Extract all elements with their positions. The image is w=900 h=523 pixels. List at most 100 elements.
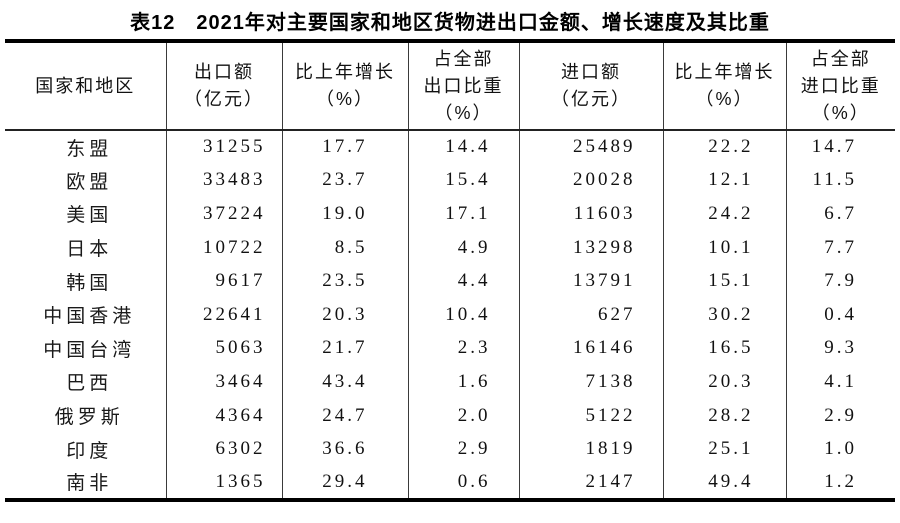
header-line: 占全部 — [810, 48, 871, 69]
import-growth-cell: 49.4 — [663, 465, 787, 500]
region-cell: 日本 — [5, 230, 167, 265]
import-growth-cell: 12.1 — [663, 163, 787, 198]
import-value-cell: 627 — [519, 297, 664, 332]
export-share-cell: 1.6 — [408, 365, 520, 399]
region-cell: 韩国 — [5, 264, 167, 298]
import-value-cell: 20028 — [519, 163, 664, 198]
table-row: 东盟 31255 17.7 14.4 25489 22.2 14.7 — [5, 130, 895, 164]
header-import-share: 占全部 进口比重 （%） — [786, 41, 895, 131]
export-value-cell: 9617 — [166, 264, 283, 298]
trade-table: 国家和地区 出口额 （亿元） 比上年增长 （%） 占全部 出口比重 （%） 进口… — [5, 39, 895, 502]
export-value-cell: 6302 — [166, 432, 283, 466]
region-cell: 巴西 — [5, 365, 167, 399]
region-cell: 东盟 — [5, 130, 167, 164]
export-share-cell: 0.6 — [408, 465, 520, 500]
table-row: 美国 37224 19.0 17.1 11603 24.2 6.7 — [5, 197, 895, 231]
region-cell: 印度 — [5, 432, 167, 466]
import-growth-cell: 24.2 — [663, 197, 787, 231]
region-cell: 中国台湾 — [5, 331, 167, 366]
import-growth-cell: 22.2 — [663, 130, 787, 164]
export-value-cell: 10722 — [166, 230, 283, 265]
import-value-cell: 1819 — [519, 432, 664, 466]
header-line: 进口比重 — [800, 75, 881, 96]
table-title: 表12 2021年对主要国家和地区货物进出口金额、增长速度及其比重 — [130, 12, 770, 34]
import-share-cell: 1.0 — [824, 438, 857, 460]
import-share-cell: 6.7 — [824, 202, 857, 224]
export-share-cell: 2.9 — [408, 432, 520, 466]
import-share-cell: 14.7 — [811, 136, 857, 158]
import-value-cell: 2147 — [519, 465, 664, 500]
export-value-cell: 22641 — [166, 297, 283, 332]
export-value-cell: 33483 — [166, 163, 283, 198]
header-export-share: 占全部 出口比重 （%） — [408, 41, 520, 131]
export-share-cell: 4.9 — [408, 230, 520, 265]
export-value-cell: 4364 — [166, 398, 283, 433]
header-region: 国家和地区 — [5, 41, 167, 131]
region-cell: 美国 — [5, 197, 167, 231]
region-cell: 中国香港 — [5, 297, 167, 332]
table-row: 日本 10722 8.5 4.9 13298 10.1 7.7 — [5, 230, 895, 265]
import-share-cell: 11.5 — [812, 169, 857, 191]
export-growth-cell: 21.7 — [282, 331, 409, 366]
region-cell: 俄罗斯 — [5, 398, 167, 433]
import-value-cell: 13298 — [519, 230, 664, 265]
import-value-cell: 13791 — [519, 264, 664, 298]
export-value-cell: 1365 — [166, 465, 283, 500]
import-growth-cell: 28.2 — [663, 398, 787, 433]
import-value-cell: 16146 — [519, 331, 664, 366]
header-line: 比上年增长 — [295, 62, 395, 82]
export-share-cell: 14.4 — [408, 130, 520, 164]
export-growth-cell: 43.4 — [282, 365, 409, 399]
export-value-cell: 3464 — [166, 365, 283, 399]
table-row: 南非 1365 29.4 0.6 2147 49.4 1.2 — [5, 465, 895, 500]
import-share-cell: 7.9 — [824, 270, 857, 292]
export-share-cell: 2.3 — [408, 331, 520, 366]
header-line: 进口额 — [561, 62, 621, 82]
export-value-cell: 37224 — [166, 197, 283, 231]
import-growth-cell: 10.1 — [663, 230, 787, 265]
export-growth-cell: 29.4 — [282, 465, 409, 500]
export-value-cell: 5063 — [166, 331, 283, 366]
import-value-cell: 5122 — [519, 398, 664, 433]
header-line: （%） — [695, 89, 754, 109]
header-row: 国家和地区 出口额 （亿元） 比上年增长 （%） 占全部 出口比重 （%） 进口… — [5, 41, 895, 131]
header-line: （%） — [434, 102, 493, 123]
import-value-cell: 25489 — [519, 130, 664, 164]
header-import-growth: 比上年增长 （%） — [663, 41, 787, 131]
region-cell: 南非 — [5, 465, 167, 500]
export-growth-cell: 23.5 — [282, 264, 409, 298]
import-share-cell: 7.7 — [824, 236, 857, 258]
export-share-cell: 15.4 — [408, 163, 520, 198]
import-value-cell: 11603 — [519, 197, 664, 231]
table-row: 韩国 9617 23.5 4.4 13791 15.1 7.9 — [5, 264, 895, 298]
header-line: （亿元） — [184, 89, 264, 109]
header-line: 占全部 — [433, 48, 494, 69]
import-share-cell: 9.3 — [824, 337, 857, 359]
export-growth-cell: 20.3 — [282, 297, 409, 332]
header-line: （%） — [811, 102, 870, 123]
export-growth-cell: 8.5 — [282, 230, 409, 265]
header-line: 国家和地区 — [35, 75, 136, 96]
export-share-cell: 4.4 — [408, 264, 520, 298]
table-row: 巴西 3464 43.4 1.6 7138 20.3 4.1 — [5, 365, 895, 399]
import-growth-cell: 30.2 — [663, 297, 787, 332]
import-growth-cell: 15.1 — [663, 264, 787, 298]
header-export-growth: 比上年增长 （%） — [282, 41, 409, 131]
import-share-cell: 2.9 — [824, 404, 857, 426]
export-growth-cell: 36.6 — [282, 432, 409, 466]
import-growth-cell: 16.5 — [663, 331, 787, 366]
header-line: （亿元） — [551, 89, 631, 109]
import-value-cell: 7138 — [519, 365, 664, 399]
header-import-value: 进口额 （亿元） — [519, 41, 664, 131]
export-share-cell: 10.4 — [408, 297, 520, 332]
export-growth-cell: 17.7 — [282, 130, 409, 164]
table-row: 印度 6302 36.6 2.9 1819 25.1 1.0 — [5, 432, 895, 466]
import-share-cell: 0.4 — [824, 303, 857, 325]
export-growth-cell: 19.0 — [282, 197, 409, 231]
header-line: 出口比重 — [423, 75, 504, 96]
region-cell: 欧盟 — [5, 163, 167, 198]
table-row: 中国香港 22641 20.3 10.4 627 30.2 0.4 — [5, 297, 895, 332]
header-line: 出口额 — [194, 62, 254, 82]
table-row: 欧盟 33483 23.7 15.4 20028 12.1 11.5 — [5, 163, 895, 198]
